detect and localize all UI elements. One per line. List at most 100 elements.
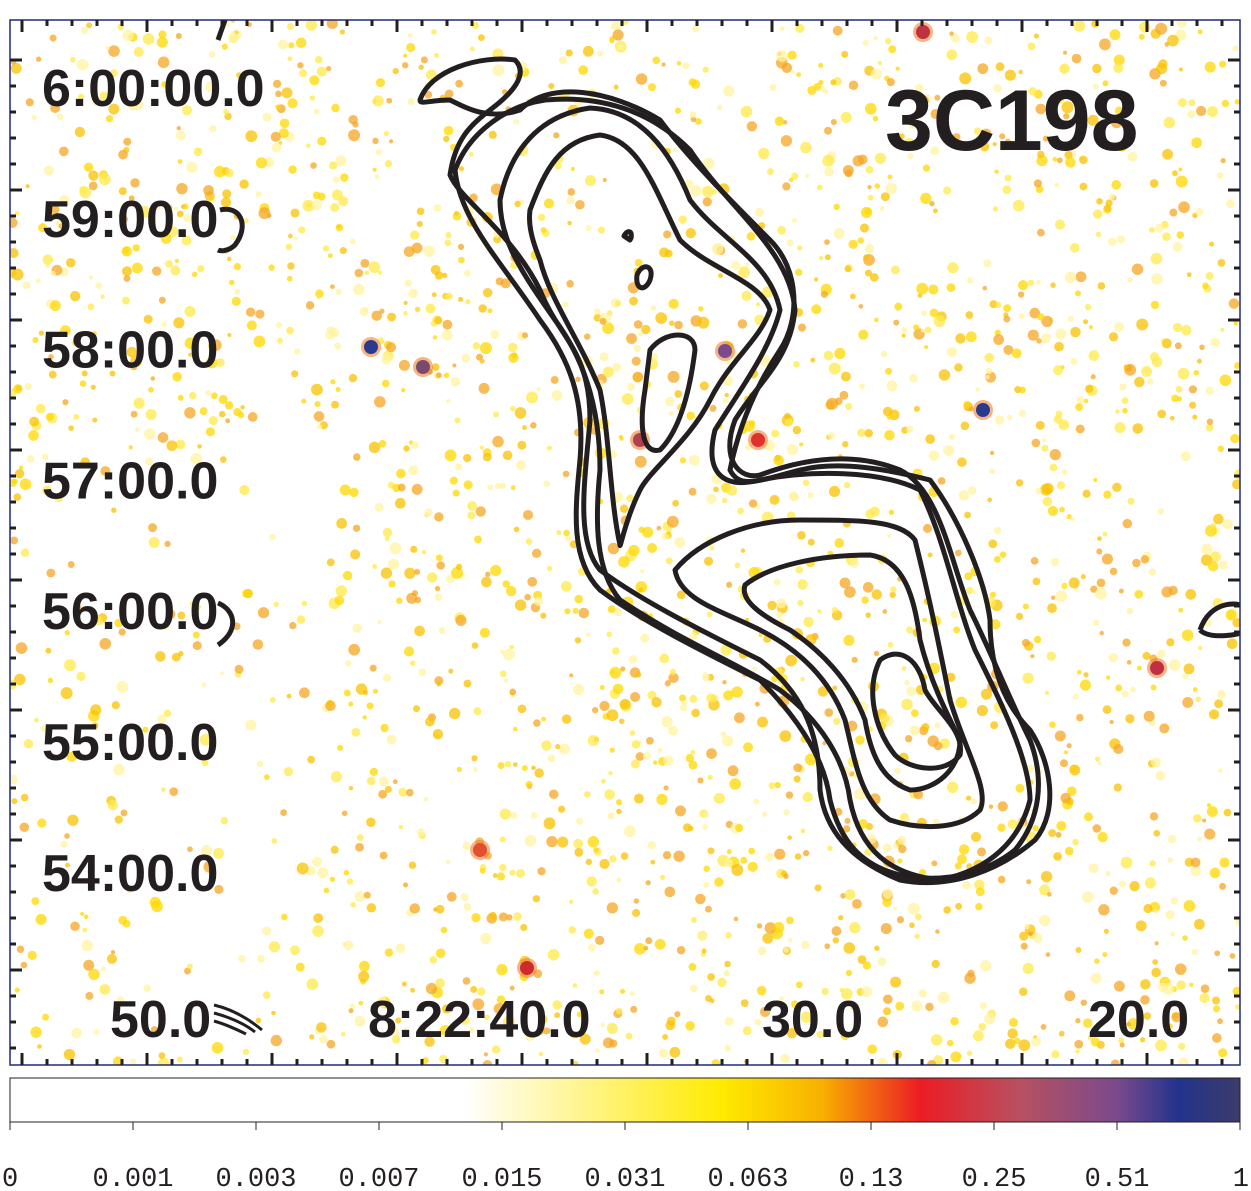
speckle bbox=[904, 679, 910, 686]
speckle bbox=[521, 765, 528, 772]
speckle bbox=[1102, 705, 1112, 715]
speckle bbox=[14, 468, 25, 479]
speckle bbox=[1053, 852, 1062, 861]
speckle bbox=[1118, 588, 1124, 594]
speckle bbox=[927, 1059, 937, 1065]
speckle bbox=[176, 210, 184, 218]
speckle bbox=[93, 616, 103, 626]
contour bbox=[1197, 601, 1240, 639]
speckle bbox=[1018, 132, 1027, 140]
colorbar-label: 0.25 bbox=[962, 1165, 1027, 1191]
speckle bbox=[740, 999, 749, 1008]
speckle bbox=[1030, 557, 1039, 565]
speckle bbox=[797, 323, 807, 332]
speckle bbox=[721, 735, 734, 747]
speckle bbox=[133, 397, 145, 409]
speckle bbox=[309, 95, 316, 101]
speckle bbox=[1209, 867, 1221, 879]
speckle bbox=[891, 265, 900, 275]
speckle bbox=[906, 626, 914, 634]
speckle bbox=[56, 113, 64, 121]
speckle bbox=[1129, 880, 1140, 892]
speckle bbox=[450, 376, 461, 387]
speckle bbox=[802, 479, 810, 487]
speckle bbox=[1105, 871, 1111, 877]
speckle bbox=[1093, 83, 1099, 90]
speckle bbox=[203, 860, 216, 873]
speckle bbox=[20, 548, 30, 557]
speckle bbox=[1123, 364, 1129, 370]
speckle bbox=[731, 686, 743, 698]
speckle bbox=[378, 439, 387, 448]
speckle bbox=[1200, 984, 1210, 993]
speckle bbox=[1110, 116, 1123, 129]
speckle bbox=[1163, 116, 1176, 129]
speckle bbox=[515, 868, 526, 879]
speckle bbox=[955, 333, 966, 344]
speckle bbox=[563, 529, 570, 537]
speckle bbox=[22, 281, 31, 290]
speckle bbox=[488, 911, 497, 920]
speckle bbox=[947, 1039, 954, 1047]
speckle bbox=[374, 502, 384, 512]
speckle bbox=[767, 600, 777, 611]
speckle bbox=[325, 65, 332, 72]
speckle bbox=[774, 116, 785, 127]
speckle bbox=[348, 643, 360, 656]
speckle bbox=[388, 580, 396, 588]
speckle bbox=[105, 45, 110, 51]
speckle bbox=[929, 200, 935, 207]
speckle bbox=[341, 1031, 346, 1037]
speckle bbox=[1031, 438, 1041, 448]
speckle bbox=[1045, 952, 1051, 957]
speckle bbox=[452, 211, 462, 221]
speckle bbox=[1074, 1039, 1084, 1049]
speckle bbox=[724, 1016, 734, 1026]
speckle bbox=[1070, 516, 1075, 522]
speckle bbox=[957, 457, 967, 467]
speckle bbox=[190, 452, 203, 465]
speckle bbox=[890, 976, 902, 988]
speckle bbox=[967, 969, 975, 978]
speckle bbox=[833, 227, 845, 239]
speckle bbox=[623, 825, 636, 838]
speckle bbox=[710, 694, 719, 702]
bright-source bbox=[1150, 661, 1164, 675]
speckle bbox=[570, 166, 575, 172]
speckle bbox=[1216, 172, 1224, 179]
speckle bbox=[865, 612, 871, 618]
speckle bbox=[339, 247, 347, 255]
speckle bbox=[1219, 882, 1227, 890]
speckle bbox=[645, 880, 651, 886]
speckle bbox=[205, 356, 218, 369]
speckle bbox=[129, 362, 138, 371]
speckle bbox=[797, 599, 804, 607]
speckle bbox=[395, 1017, 402, 1024]
speckle bbox=[199, 407, 208, 416]
speckle bbox=[964, 511, 971, 519]
speckle bbox=[1112, 482, 1122, 492]
speckle bbox=[335, 585, 348, 597]
speckle bbox=[1080, 999, 1088, 1006]
speckle bbox=[200, 845, 213, 857]
speckle bbox=[984, 36, 993, 45]
speckle bbox=[773, 455, 784, 466]
speckle bbox=[1065, 157, 1076, 168]
speckle bbox=[220, 456, 227, 463]
speckle bbox=[839, 390, 849, 400]
speckle bbox=[852, 155, 864, 167]
speckle bbox=[431, 363, 440, 372]
speckle bbox=[1214, 699, 1224, 709]
speckle bbox=[781, 62, 793, 74]
speckle bbox=[205, 81, 217, 93]
speckle bbox=[288, 233, 293, 239]
speckle bbox=[43, 165, 54, 176]
speckle bbox=[201, 682, 207, 688]
speckle bbox=[748, 847, 756, 855]
speckle bbox=[384, 536, 390, 542]
speckle bbox=[1055, 590, 1068, 603]
speckle bbox=[978, 1023, 987, 1031]
speckle bbox=[435, 554, 443, 562]
speckle bbox=[975, 387, 980, 392]
speckle bbox=[1053, 365, 1064, 376]
